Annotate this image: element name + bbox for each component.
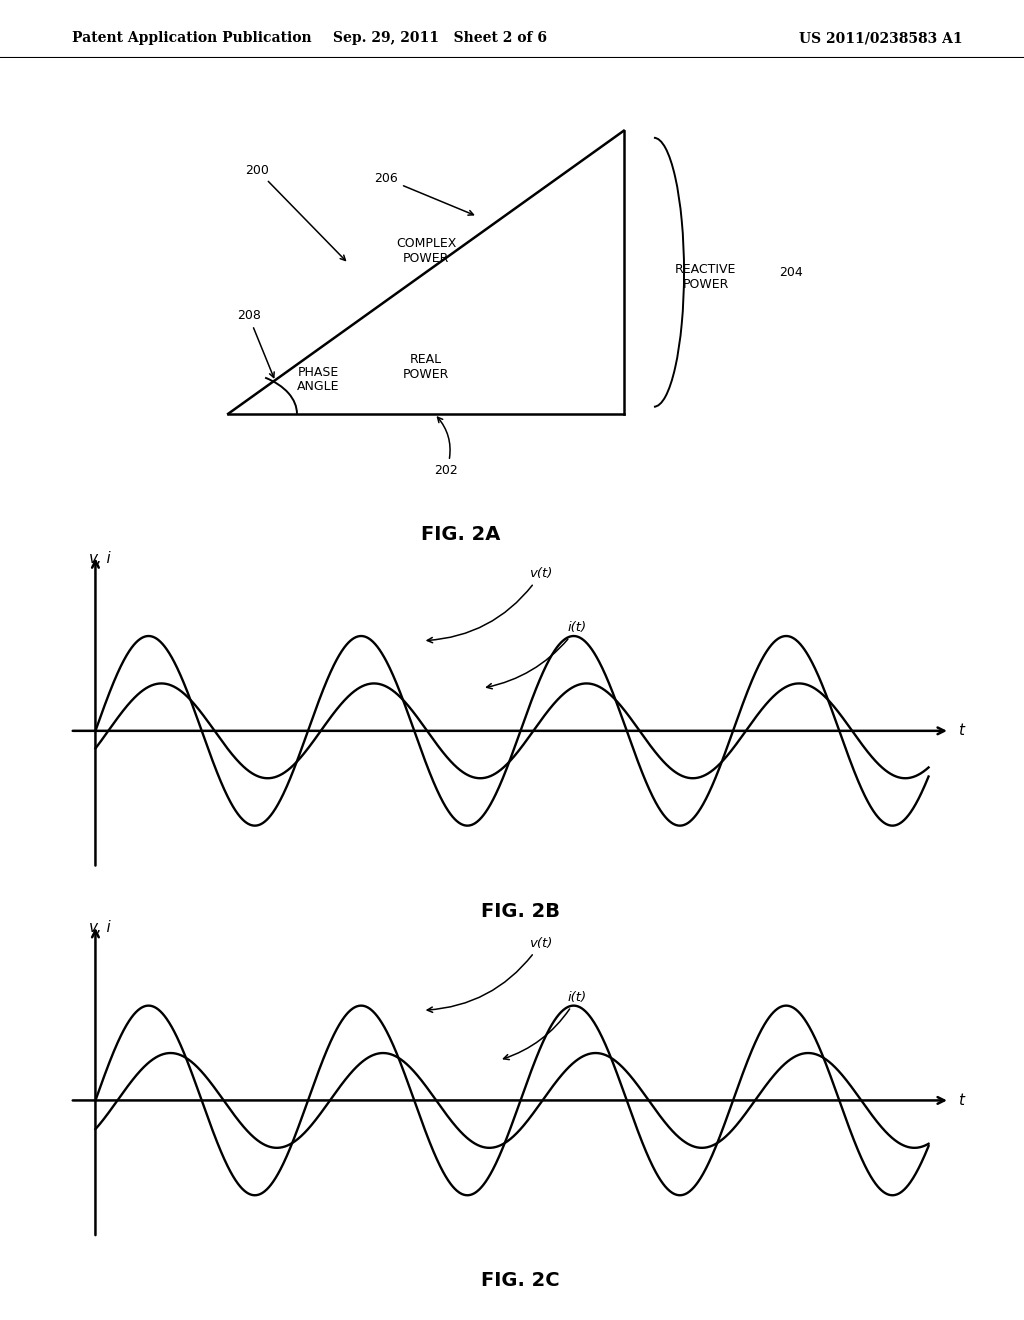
Text: REAL
POWER: REAL POWER (402, 352, 450, 380)
Text: FIG. 2C: FIG. 2C (481, 1271, 560, 1290)
Text: US 2011/0238583 A1: US 2011/0238583 A1 (799, 30, 963, 45)
Text: Patent Application Publication: Patent Application Publication (72, 30, 311, 45)
Text: t: t (958, 1093, 965, 1107)
Text: i(t): i(t) (486, 622, 587, 689)
Text: 206: 206 (375, 172, 473, 215)
Text: 200: 200 (246, 164, 345, 260)
Text: COMPLEX
POWER: COMPLEX POWER (396, 236, 456, 265)
Text: FIG. 2A: FIG. 2A (421, 525, 500, 544)
Text: Sep. 29, 2011   Sheet 2 of 6: Sep. 29, 2011 Sheet 2 of 6 (334, 30, 547, 45)
Text: i(t): i(t) (504, 991, 587, 1060)
Text: t: t (958, 723, 965, 738)
Text: 202: 202 (434, 417, 459, 477)
Text: v(t): v(t) (427, 568, 552, 643)
Text: 204: 204 (778, 265, 803, 279)
Text: FIG. 2B: FIG. 2B (481, 902, 560, 920)
Text: v, i: v, i (89, 550, 111, 566)
Text: 208: 208 (237, 309, 274, 378)
Text: v, i: v, i (89, 920, 111, 936)
Text: v(t): v(t) (427, 937, 552, 1012)
Text: PHASE
ANGLE: PHASE ANGLE (297, 366, 340, 393)
Text: REACTIVE
POWER: REACTIVE POWER (675, 263, 736, 290)
